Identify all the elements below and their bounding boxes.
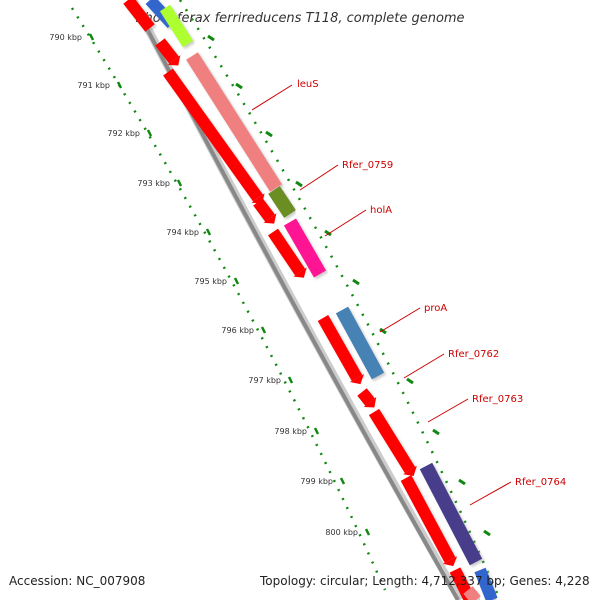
accession-text: Accession: NC_007908 <box>9 574 146 588</box>
cds-feature <box>268 228 305 276</box>
tick-label: 792 kbp <box>107 129 140 138</box>
tick-label: 797 kbp <box>248 376 281 385</box>
tick-label: 794 kbp <box>166 228 199 237</box>
tick-label: 793 kbp <box>137 179 170 188</box>
outer-tick-mark <box>207 34 215 42</box>
gene-label: proA <box>424 303 447 314</box>
cds-feature <box>400 475 456 563</box>
gene-proA <box>335 306 385 380</box>
gene-label: Rfer_0764 <box>515 477 566 488</box>
gene-label-leader <box>427 398 469 423</box>
tick-mark <box>313 427 320 435</box>
tick-label: 798 kbp <box>274 427 307 436</box>
cds-feature-arrow <box>263 213 277 224</box>
gene-label-leader <box>379 307 421 333</box>
gene-features <box>123 0 500 600</box>
tick-mark <box>287 376 294 384</box>
gene-label-leader <box>251 84 293 111</box>
gene-rfer-0764 <box>419 462 483 566</box>
map-title: Rhodoferax ferrireducens T118, complete … <box>135 11 464 26</box>
cds-feature-arrow <box>442 556 458 567</box>
outer-tick-mark <box>235 82 243 90</box>
gene-rfer-0759 <box>268 186 296 218</box>
cds-feature <box>253 198 275 222</box>
tick-mark <box>116 81 123 89</box>
outer-tick-mark <box>324 229 332 237</box>
cds-feature <box>123 0 155 32</box>
tick-label: 800 kbp <box>325 528 358 537</box>
gene-label-leader <box>299 164 339 191</box>
tick-label: 799 kbp <box>300 477 333 486</box>
gene-holA <box>283 218 327 278</box>
outer-tick-track <box>178 0 502 600</box>
tick-label: 790 kbp <box>49 33 82 42</box>
gene-label: Rfer_0759 <box>342 160 393 171</box>
outer-tick-mark <box>406 377 414 385</box>
gene-label-leader <box>324 209 367 237</box>
gene-pink-bottom <box>463 586 481 600</box>
tick-mark <box>205 228 212 236</box>
tick-mark <box>364 528 371 536</box>
gene-label: leuS <box>297 79 319 90</box>
gene-label: Rfer_0763 <box>472 394 523 405</box>
tick-mark <box>339 477 346 485</box>
cds-feature <box>163 68 263 202</box>
cds-feature <box>357 388 375 406</box>
gene-label: Rfer_0762 <box>448 349 499 360</box>
outer-tick-mark <box>265 130 273 138</box>
cds-feature-arrow <box>293 267 307 278</box>
gene-blue-bottom <box>474 567 498 600</box>
outer-tick-mark <box>379 327 387 335</box>
tick-label: 795 kbp <box>194 277 227 286</box>
cds-feature-arrow <box>363 397 377 408</box>
genome-summary-text: Topology: circular; Length: 4,712,337 bp… <box>260 574 590 588</box>
tick-mark <box>176 179 183 187</box>
outer-tick-mark <box>432 428 440 436</box>
gene-labels: leuS Rfer_0759 holA proA Rfer_0762 Rfer_0763 R… <box>251 79 566 506</box>
outer-tick-mark <box>295 180 303 188</box>
outer-tick-mark <box>458 478 466 486</box>
cds-feature-arrow <box>350 374 364 385</box>
gene-label-leader <box>403 353 445 379</box>
cds-feature <box>368 408 416 474</box>
tick-mark <box>260 326 267 334</box>
outer-tick-mark <box>483 529 491 537</box>
tick-label: 796 kbp <box>221 326 254 335</box>
outer-tick-mark <box>352 278 360 286</box>
tick-mark <box>233 277 240 285</box>
gene-lime <box>159 4 194 48</box>
gene-label: holA <box>370 205 392 216</box>
cds-feature <box>155 38 179 64</box>
tick-mark <box>88 33 95 41</box>
gene-leuS <box>186 52 282 192</box>
tick-mark <box>146 129 153 137</box>
cds-feature-arrow <box>167 55 181 66</box>
cds-feature-arrow <box>403 465 417 476</box>
gene-label-leader <box>469 481 512 506</box>
tick-marks: 790 kbp 791 kbp 792 kbp 793 kbp 794 kbp 795 k… <box>49 33 491 537</box>
tick-label: 791 kbp <box>77 81 110 90</box>
inner-tick-ruler <box>70 7 387 591</box>
cds-feature <box>317 315 363 381</box>
